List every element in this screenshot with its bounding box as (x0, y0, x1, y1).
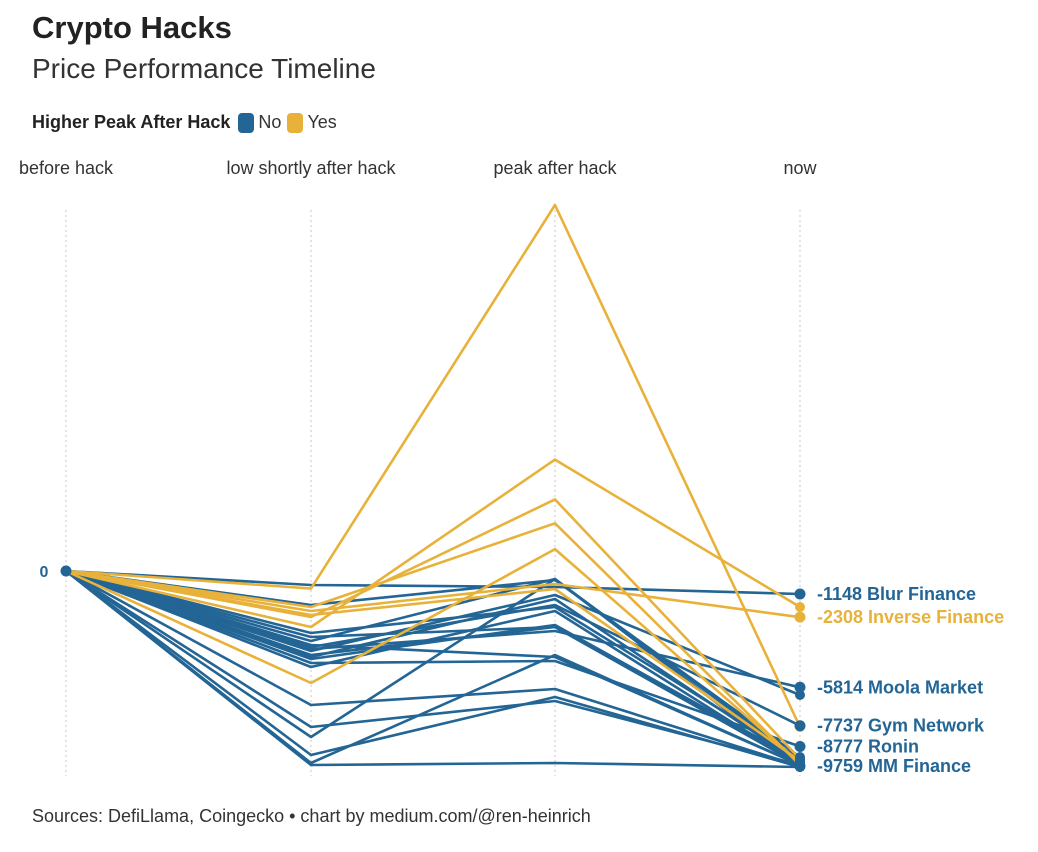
annotated-point (794, 741, 806, 753)
annotated-point (794, 720, 806, 732)
end-value-label: -5814 Moola Market (817, 677, 983, 697)
stage-label: before hack (19, 158, 114, 178)
series-line-no (65, 569, 801, 767)
annotated-point (794, 611, 806, 623)
series-line-no (65, 569, 801, 596)
annotated-point (794, 681, 806, 693)
end-point (795, 602, 805, 612)
end-value-label: -1148 Blur Finance (817, 584, 976, 604)
legend-label-yes: Yes (307, 112, 337, 132)
series-line-yes (65, 458, 801, 629)
series-line-no (65, 569, 801, 763)
end-point (795, 690, 805, 700)
series-line-no (65, 569, 801, 763)
end-value-label: -7737 Gym Network (817, 716, 985, 736)
source-note: Sources: DefiLlama, Coingecko • chart by… (32, 806, 591, 826)
series-line-yes (65, 569, 801, 763)
series-line-no (65, 569, 801, 769)
stage-label: low shortly after hack (226, 158, 396, 178)
series-line-no (65, 569, 801, 767)
end-value-label: -8777 Ronin (817, 737, 919, 757)
series-line-yes (65, 203, 802, 728)
series-line-yes (65, 569, 801, 619)
legend: Higher Peak After Hack No Yes (32, 112, 343, 133)
chart-title: Crypto Hacks (32, 10, 232, 45)
stage-label: peak after hack (493, 158, 617, 178)
chart-subtitle: Price Performance Timeline (32, 53, 376, 84)
y-tick-label: 0 (40, 564, 49, 581)
annotated-point (794, 760, 806, 772)
series-line-no (65, 569, 801, 761)
stage-label: now (783, 158, 817, 178)
series-line-yes (65, 521, 801, 766)
legend-swatch-yes (287, 112, 304, 133)
origin-point (60, 565, 72, 577)
legend-title: Higher Peak After Hack (32, 112, 231, 132)
end-value-label: -9759 MM Finance (817, 756, 971, 776)
legend-label-no: No (258, 112, 282, 132)
annotated-point (794, 588, 806, 600)
end-value-label: -2308 Inverse Finance (817, 607, 1004, 627)
legend-swatch-no (238, 112, 255, 133)
series-line-yes (65, 547, 801, 764)
series-line-no (65, 569, 801, 748)
series-line-no (65, 569, 801, 767)
series-line-no (65, 569, 801, 768)
